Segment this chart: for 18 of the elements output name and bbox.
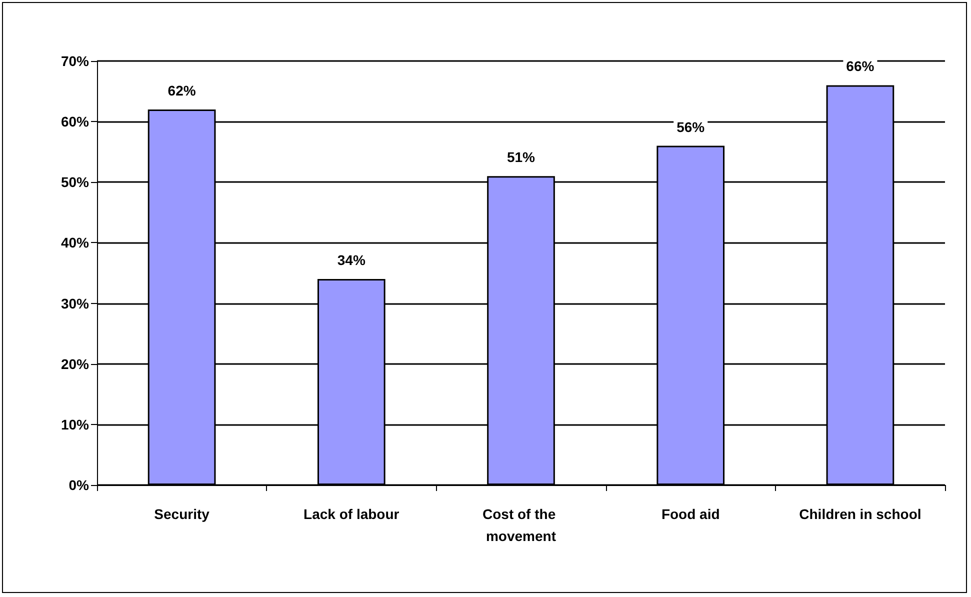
x-tick-label: Food aid: [661, 506, 720, 522]
y-tick-label: 10%: [60, 416, 90, 432]
data-label: 51%: [506, 149, 536, 166]
x-tick-label: Cost of the movement: [482, 506, 560, 544]
y-tick-label: 40%: [60, 234, 90, 251]
data-label: 66%: [846, 58, 875, 74]
data-label: 56%: [676, 118, 706, 135]
x-tick-label: Lack of labour: [304, 506, 400, 522]
data-label: 62%: [168, 82, 196, 98]
x-tick-label: Children in school: [799, 506, 922, 522]
y-tick-label: 70%: [60, 53, 90, 69]
data-label: 34%: [337, 252, 366, 268]
x-tick-label: Security: [154, 506, 210, 522]
y-tick-label: 0%: [68, 477, 90, 493]
y-tick-label: 20%: [60, 356, 90, 372]
y-tick-label: 50%: [60, 174, 90, 190]
y-tick-label: 30%: [60, 295, 90, 312]
y-tick-label: 60%: [60, 114, 90, 130]
